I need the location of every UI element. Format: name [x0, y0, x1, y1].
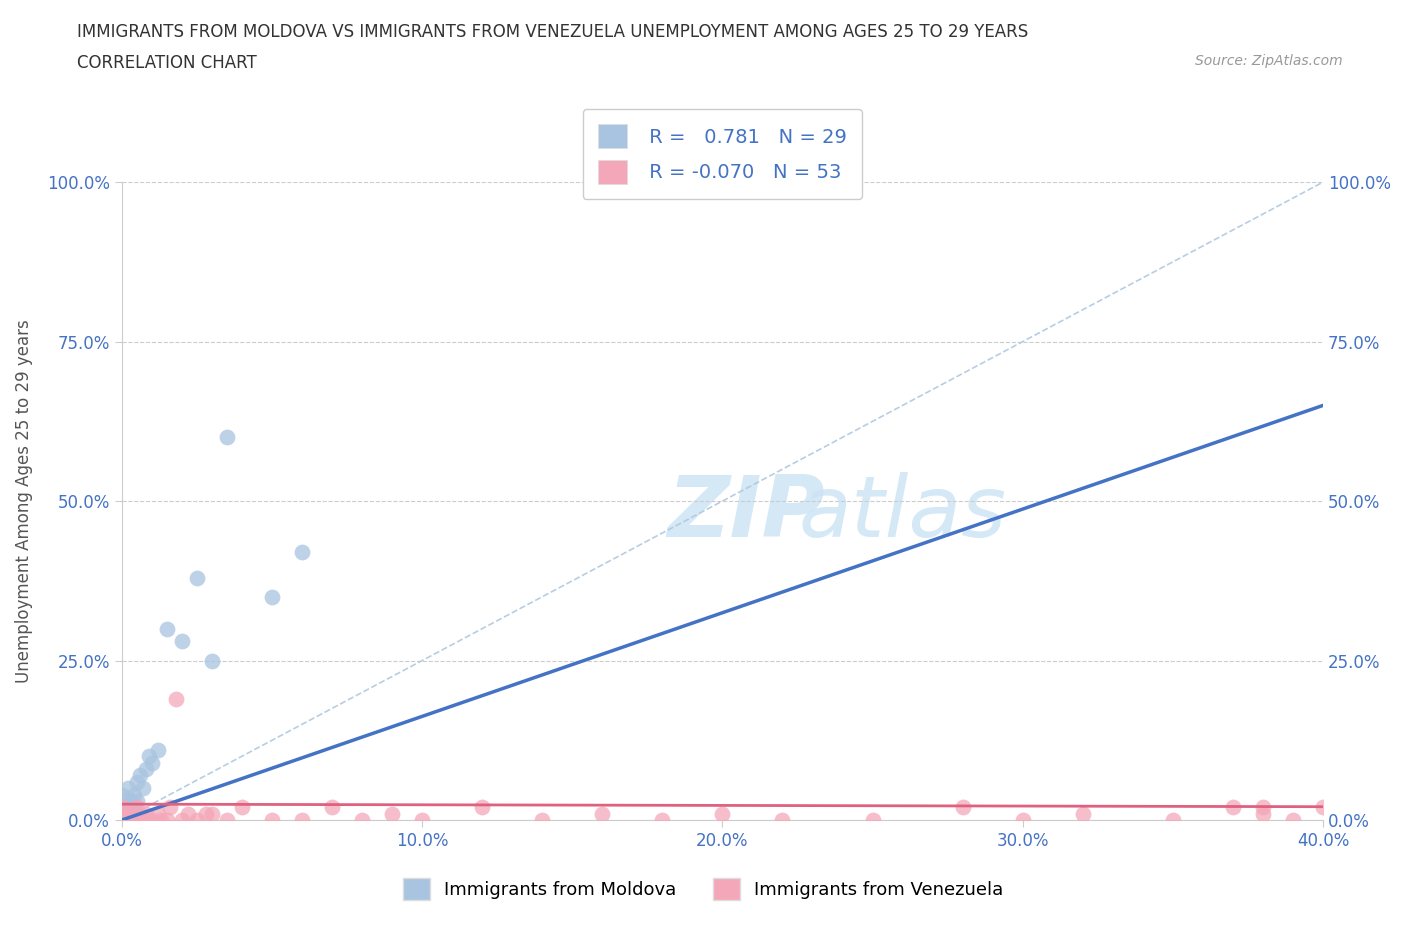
Point	[117, 781, 139, 796]
Point	[149, 813, 172, 828]
Point	[111, 813, 134, 828]
Point	[651, 813, 673, 828]
Point	[132, 813, 155, 828]
Point	[135, 806, 157, 821]
Point	[120, 813, 142, 828]
Point	[138, 813, 160, 828]
Point	[128, 806, 150, 821]
Point	[186, 813, 208, 828]
Point	[125, 800, 148, 815]
Point	[194, 806, 217, 821]
Point	[114, 793, 136, 808]
Point	[117, 813, 139, 828]
Point	[411, 813, 433, 828]
Y-axis label: Unemployment Among Ages 25 to 29 years: Unemployment Among Ages 25 to 29 years	[15, 319, 32, 683]
Point	[291, 545, 314, 560]
Point	[862, 813, 884, 828]
Point	[125, 813, 148, 828]
Point	[125, 793, 148, 808]
Point	[177, 806, 200, 821]
Legend:  R =   0.781   N = 29,  R = -0.070   N = 53: R = 0.781 N = 29, R = -0.070 N = 53	[582, 109, 862, 199]
Point	[156, 813, 179, 828]
Point	[146, 742, 169, 757]
Point	[122, 800, 145, 815]
Point	[772, 813, 794, 828]
Legend: Immigrants from Moldova, Immigrants from Venezuela: Immigrants from Moldova, Immigrants from…	[395, 870, 1011, 907]
Point	[117, 813, 139, 828]
Text: ZIP: ZIP	[668, 472, 825, 555]
Point	[321, 800, 343, 815]
Point	[1282, 813, 1305, 828]
Point	[165, 691, 187, 706]
Point	[120, 793, 142, 808]
Point	[114, 813, 136, 828]
Point	[591, 806, 613, 821]
Point	[156, 621, 179, 636]
Point	[1312, 800, 1334, 815]
Point	[291, 813, 314, 828]
Point	[135, 762, 157, 777]
Point	[215, 813, 238, 828]
Point	[117, 806, 139, 821]
Point	[120, 806, 142, 821]
Point	[117, 800, 139, 815]
Point	[120, 806, 142, 821]
Point	[114, 806, 136, 821]
Point	[260, 813, 283, 828]
Point	[471, 800, 494, 815]
Point	[146, 806, 169, 821]
Point	[1071, 806, 1094, 821]
Text: Source: ZipAtlas.com: Source: ZipAtlas.com	[1195, 54, 1343, 68]
Point	[111, 806, 134, 821]
Point	[122, 813, 145, 828]
Point	[111, 806, 134, 821]
Point	[1011, 813, 1033, 828]
Point	[111, 787, 134, 802]
Point	[111, 813, 134, 828]
Point	[1222, 800, 1244, 815]
Point	[711, 806, 734, 821]
Point	[141, 755, 163, 770]
Point	[111, 800, 134, 815]
Point	[1161, 813, 1184, 828]
Point	[170, 634, 193, 649]
Point	[122, 787, 145, 802]
Point	[114, 806, 136, 821]
Point	[350, 813, 373, 828]
Point	[114, 813, 136, 828]
Point	[215, 430, 238, 445]
Text: CORRELATION CHART: CORRELATION CHART	[77, 54, 257, 72]
Point	[186, 570, 208, 585]
Point	[114, 813, 136, 828]
Point	[231, 800, 253, 815]
Point	[138, 749, 160, 764]
Text: IMMIGRANTS FROM MOLDOVA VS IMMIGRANTS FROM VENEZUELA UNEMPLOYMENT AMONG AGES 25 : IMMIGRANTS FROM MOLDOVA VS IMMIGRANTS FR…	[77, 23, 1029, 41]
Point	[132, 781, 155, 796]
Point	[952, 800, 974, 815]
Point	[381, 806, 404, 821]
Point	[141, 813, 163, 828]
Point	[1251, 806, 1274, 821]
Point	[201, 653, 224, 668]
Point	[201, 806, 224, 821]
Point	[260, 590, 283, 604]
Point	[128, 768, 150, 783]
Point	[159, 800, 181, 815]
Text: atlas: atlas	[799, 472, 1007, 555]
Point	[170, 813, 193, 828]
Point	[1251, 800, 1274, 815]
Point	[125, 775, 148, 790]
Point	[531, 813, 554, 828]
Point	[111, 800, 134, 815]
Point	[111, 813, 134, 828]
